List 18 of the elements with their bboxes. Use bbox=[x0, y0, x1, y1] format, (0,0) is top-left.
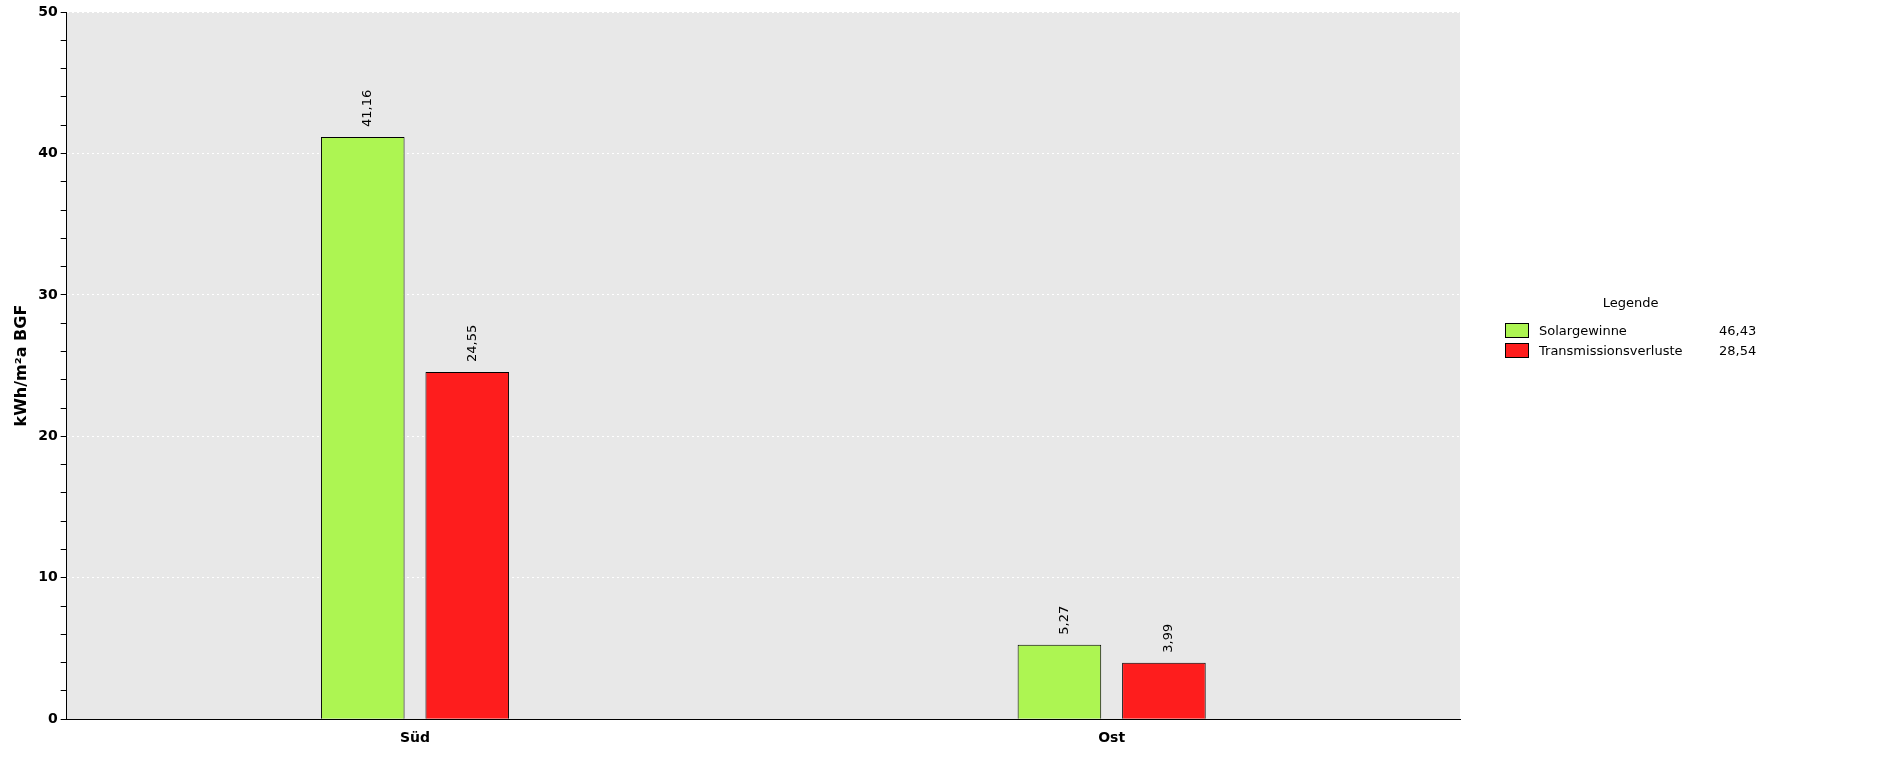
text: 28,54 bbox=[1719, 342, 1757, 358]
legend-title: Legende bbox=[1601, 295, 1660, 310]
text: 46,43 bbox=[1719, 322, 1757, 338]
data-label: 3,99 bbox=[1160, 623, 1176, 653]
y-tick-label: 0 bbox=[47, 709, 58, 726]
y-axis-title: kWh/m²a BGF bbox=[10, 304, 30, 427]
x-tick-label: Süd bbox=[399, 729, 431, 746]
y-tick-label: 30 bbox=[38, 285, 58, 302]
y-tick-label: 10 bbox=[38, 568, 58, 585]
y-tick-label: 40 bbox=[38, 144, 58, 161]
data-label: 24,55 bbox=[463, 324, 479, 362]
data-label: 5,27 bbox=[1055, 605, 1071, 635]
legend-label: Solargewinne bbox=[1539, 322, 1628, 338]
x-tick-label: Ost bbox=[1098, 729, 1126, 746]
data-label: 41,16 bbox=[359, 89, 375, 128]
legend-label: Transmissionsverluste bbox=[1539, 342, 1684, 358]
y-tick-label: 50 bbox=[38, 2, 58, 19]
y-tick-label: 20 bbox=[38, 426, 58, 443]
